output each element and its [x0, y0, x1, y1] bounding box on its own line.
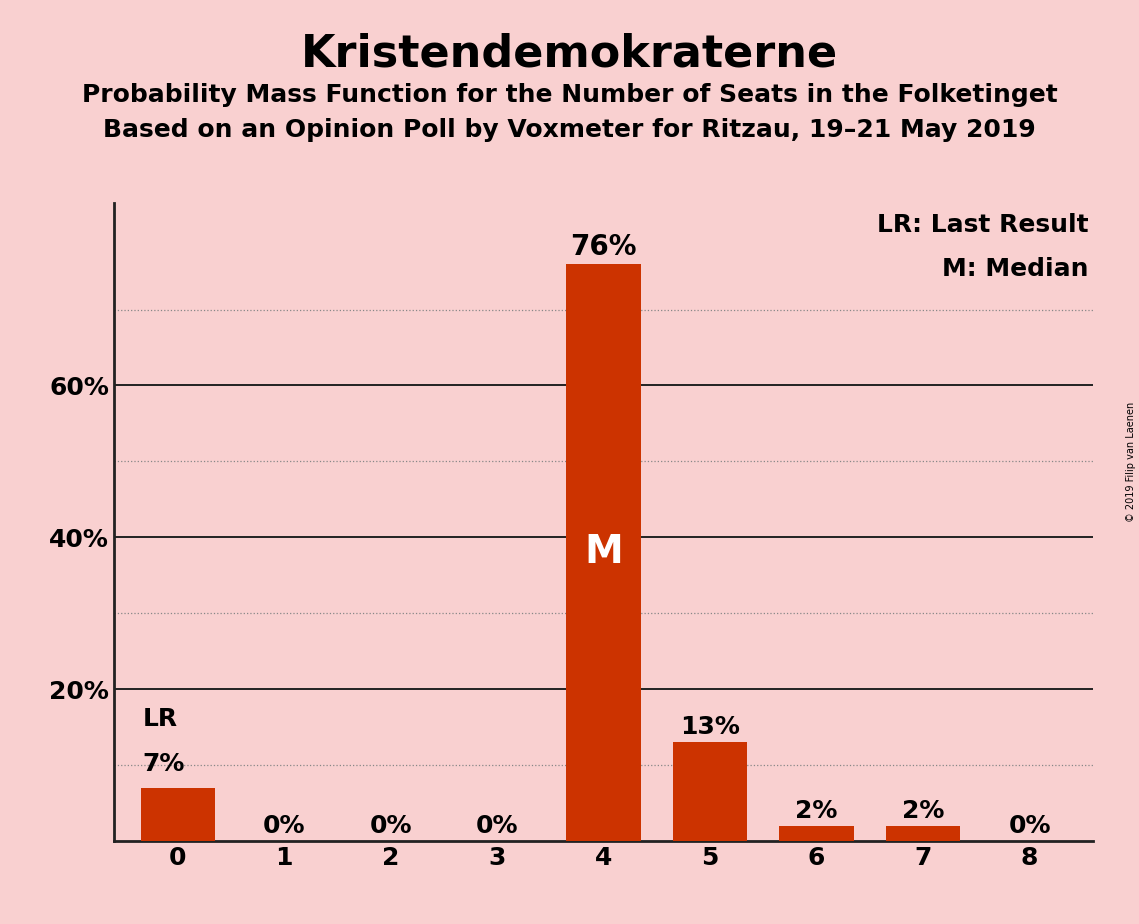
Bar — [886, 826, 960, 841]
Text: 7%: 7% — [142, 752, 185, 776]
Bar — [140, 787, 215, 841]
Bar — [779, 826, 854, 841]
Bar — [566, 264, 641, 841]
Text: Probability Mass Function for the Number of Seats in the Folketinget: Probability Mass Function for the Number… — [82, 83, 1057, 107]
Text: LR: Last Result: LR: Last Result — [877, 213, 1089, 237]
Text: M: M — [584, 533, 623, 571]
Text: 2%: 2% — [795, 798, 838, 822]
Text: Based on an Opinion Poll by Voxmeter for Ritzau, 19–21 May 2019: Based on an Opinion Poll by Voxmeter for… — [104, 118, 1035, 142]
Text: M: Median: M: Median — [942, 258, 1089, 282]
Text: 13%: 13% — [680, 715, 740, 739]
Text: 0%: 0% — [476, 814, 518, 838]
Text: 0%: 0% — [369, 814, 412, 838]
Text: © 2019 Filip van Laenen: © 2019 Filip van Laenen — [1126, 402, 1136, 522]
Text: 0%: 0% — [263, 814, 305, 838]
Text: 2%: 2% — [902, 798, 944, 822]
Text: LR: LR — [142, 707, 178, 731]
Text: 76%: 76% — [571, 233, 637, 261]
Text: Kristendemokraterne: Kristendemokraterne — [301, 32, 838, 76]
Text: 0%: 0% — [1008, 814, 1051, 838]
Bar — [673, 742, 747, 841]
